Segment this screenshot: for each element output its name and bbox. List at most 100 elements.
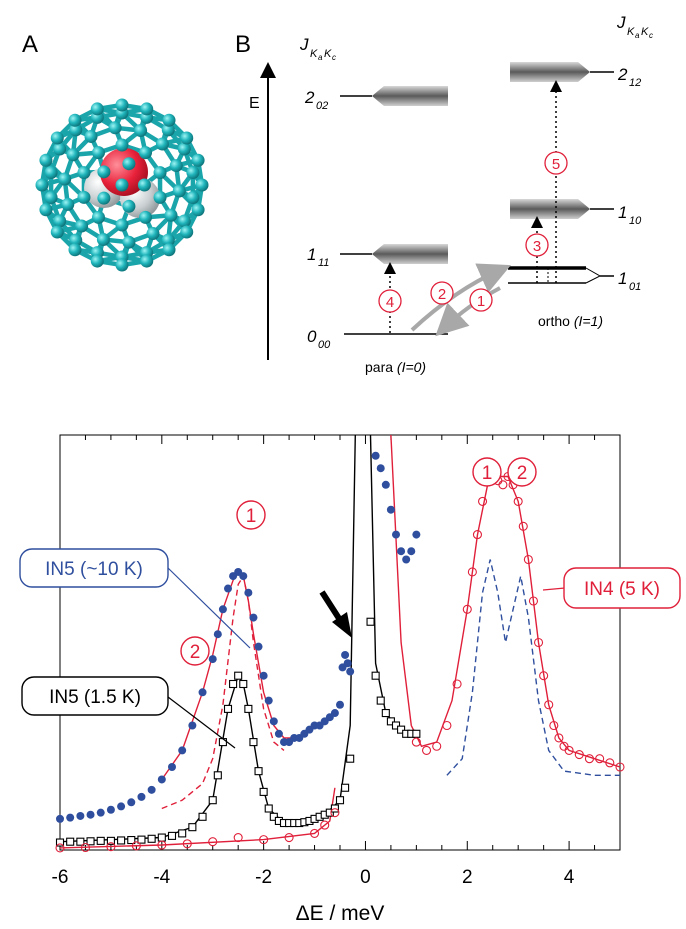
data-point bbox=[584, 754, 595, 764]
data-point bbox=[208, 796, 217, 805]
data-point bbox=[371, 671, 380, 680]
data-point bbox=[86, 837, 95, 846]
data-point bbox=[198, 812, 207, 821]
energy-level-diagram: E J K a K c J K a K c 2 02 1 11 bbox=[249, 13, 653, 375]
data-point bbox=[335, 796, 345, 805]
transition-label-1: 1 bbox=[469, 288, 493, 312]
svg-text:11: 11 bbox=[318, 257, 329, 269]
data-point bbox=[233, 832, 243, 843]
data-point bbox=[218, 605, 227, 614]
data-point bbox=[259, 835, 269, 845]
data-point bbox=[244, 588, 253, 597]
data-point bbox=[254, 767, 263, 776]
data-point bbox=[178, 746, 187, 755]
data-point bbox=[264, 804, 273, 813]
data-point bbox=[549, 720, 559, 731]
data-point bbox=[264, 696, 273, 705]
data-point bbox=[498, 480, 508, 490]
data-point bbox=[397, 547, 406, 556]
level-111: 1 11 bbox=[307, 244, 448, 269]
data-point bbox=[412, 729, 421, 738]
j-header-left: J K a K c bbox=[299, 35, 336, 62]
data-point bbox=[402, 555, 411, 564]
data-point bbox=[182, 839, 192, 849]
x-tick-label: 0 bbox=[360, 867, 371, 888]
data-point bbox=[330, 808, 340, 818]
data-point bbox=[198, 688, 207, 697]
peak-annotation-1-left: 1 bbox=[236, 500, 266, 530]
data-point bbox=[518, 521, 528, 531]
data-point bbox=[442, 720, 452, 731]
plot-frame bbox=[59, 434, 621, 851]
data-point bbox=[254, 642, 263, 651]
data-point bbox=[330, 709, 339, 718]
data-point bbox=[472, 530, 483, 540]
level-212: 2 12 bbox=[510, 62, 641, 89]
data-point bbox=[66, 837, 75, 846]
data-point bbox=[127, 798, 136, 807]
data-point bbox=[55, 843, 65, 853]
data-point bbox=[407, 547, 416, 556]
data-point bbox=[376, 464, 385, 473]
fit-curve bbox=[161, 574, 285, 810]
data-point bbox=[224, 584, 232, 593]
data-point bbox=[513, 496, 523, 506]
peak-annotation-2-right: 2 bbox=[507, 457, 537, 487]
svg-text:J: J bbox=[299, 35, 309, 54]
fullerene-molecule-icon bbox=[35, 98, 209, 272]
data-point bbox=[412, 530, 421, 539]
data-point bbox=[66, 813, 75, 822]
data-point bbox=[452, 679, 462, 689]
data-point bbox=[96, 836, 105, 845]
legend-in5-1.5k: IN5 (1.5 K) bbox=[21, 676, 236, 749]
level-202: 2 02 bbox=[304, 86, 448, 112]
data-point bbox=[615, 762, 625, 772]
data-point bbox=[574, 749, 584, 760]
data-point bbox=[178, 829, 187, 838]
data-point bbox=[554, 733, 564, 743]
peak-annotation-1-right: 1 bbox=[472, 457, 502, 487]
ortho-label: ortho (I=1) bbox=[538, 313, 603, 329]
data-point bbox=[249, 613, 258, 622]
data-point bbox=[284, 832, 294, 843]
fit-curve bbox=[59, 434, 356, 843]
x-tick-label: 2 bbox=[462, 867, 473, 888]
data-point bbox=[595, 754, 605, 764]
para-label: para (I=0) bbox=[365, 359, 426, 375]
data-point bbox=[392, 530, 400, 539]
svg-text:a: a bbox=[318, 53, 323, 62]
transition-label-3: 3 bbox=[525, 233, 549, 257]
data-point bbox=[376, 696, 385, 705]
data-point bbox=[117, 836, 126, 845]
data-point bbox=[528, 596, 539, 606]
svg-text:2: 2 bbox=[190, 642, 201, 663]
x-axis-label: ΔE / meV bbox=[296, 902, 385, 925]
data-point bbox=[157, 840, 167, 850]
svg-text:K: K bbox=[641, 26, 649, 38]
x-tick-label: -2 bbox=[255, 867, 272, 888]
data-point bbox=[239, 572, 248, 581]
data-point bbox=[234, 671, 243, 680]
data-point bbox=[269, 717, 278, 726]
data-point bbox=[218, 738, 227, 747]
feature-arrow-icon bbox=[319, 590, 352, 638]
data-point bbox=[147, 834, 156, 843]
fit-curves bbox=[59, 434, 621, 849]
data-point bbox=[96, 808, 105, 817]
data-point bbox=[239, 679, 248, 689]
svg-text:12: 12 bbox=[629, 77, 641, 89]
data-point bbox=[386, 505, 395, 514]
svg-text:01: 01 bbox=[629, 281, 641, 293]
level-000: 0 00 bbox=[307, 327, 448, 351]
svg-text:J: J bbox=[616, 13, 626, 32]
data-point bbox=[421, 745, 432, 755]
transition-label-4: 4 bbox=[378, 289, 402, 313]
data-point bbox=[137, 835, 146, 844]
svg-text:IN5 (1.5 K): IN5 (1.5 K) bbox=[49, 687, 141, 708]
data-point bbox=[346, 754, 355, 763]
data-point bbox=[391, 721, 401, 730]
data-point bbox=[467, 567, 477, 577]
data-point bbox=[213, 771, 222, 780]
data-point bbox=[188, 823, 197, 832]
data-point bbox=[157, 775, 166, 784]
